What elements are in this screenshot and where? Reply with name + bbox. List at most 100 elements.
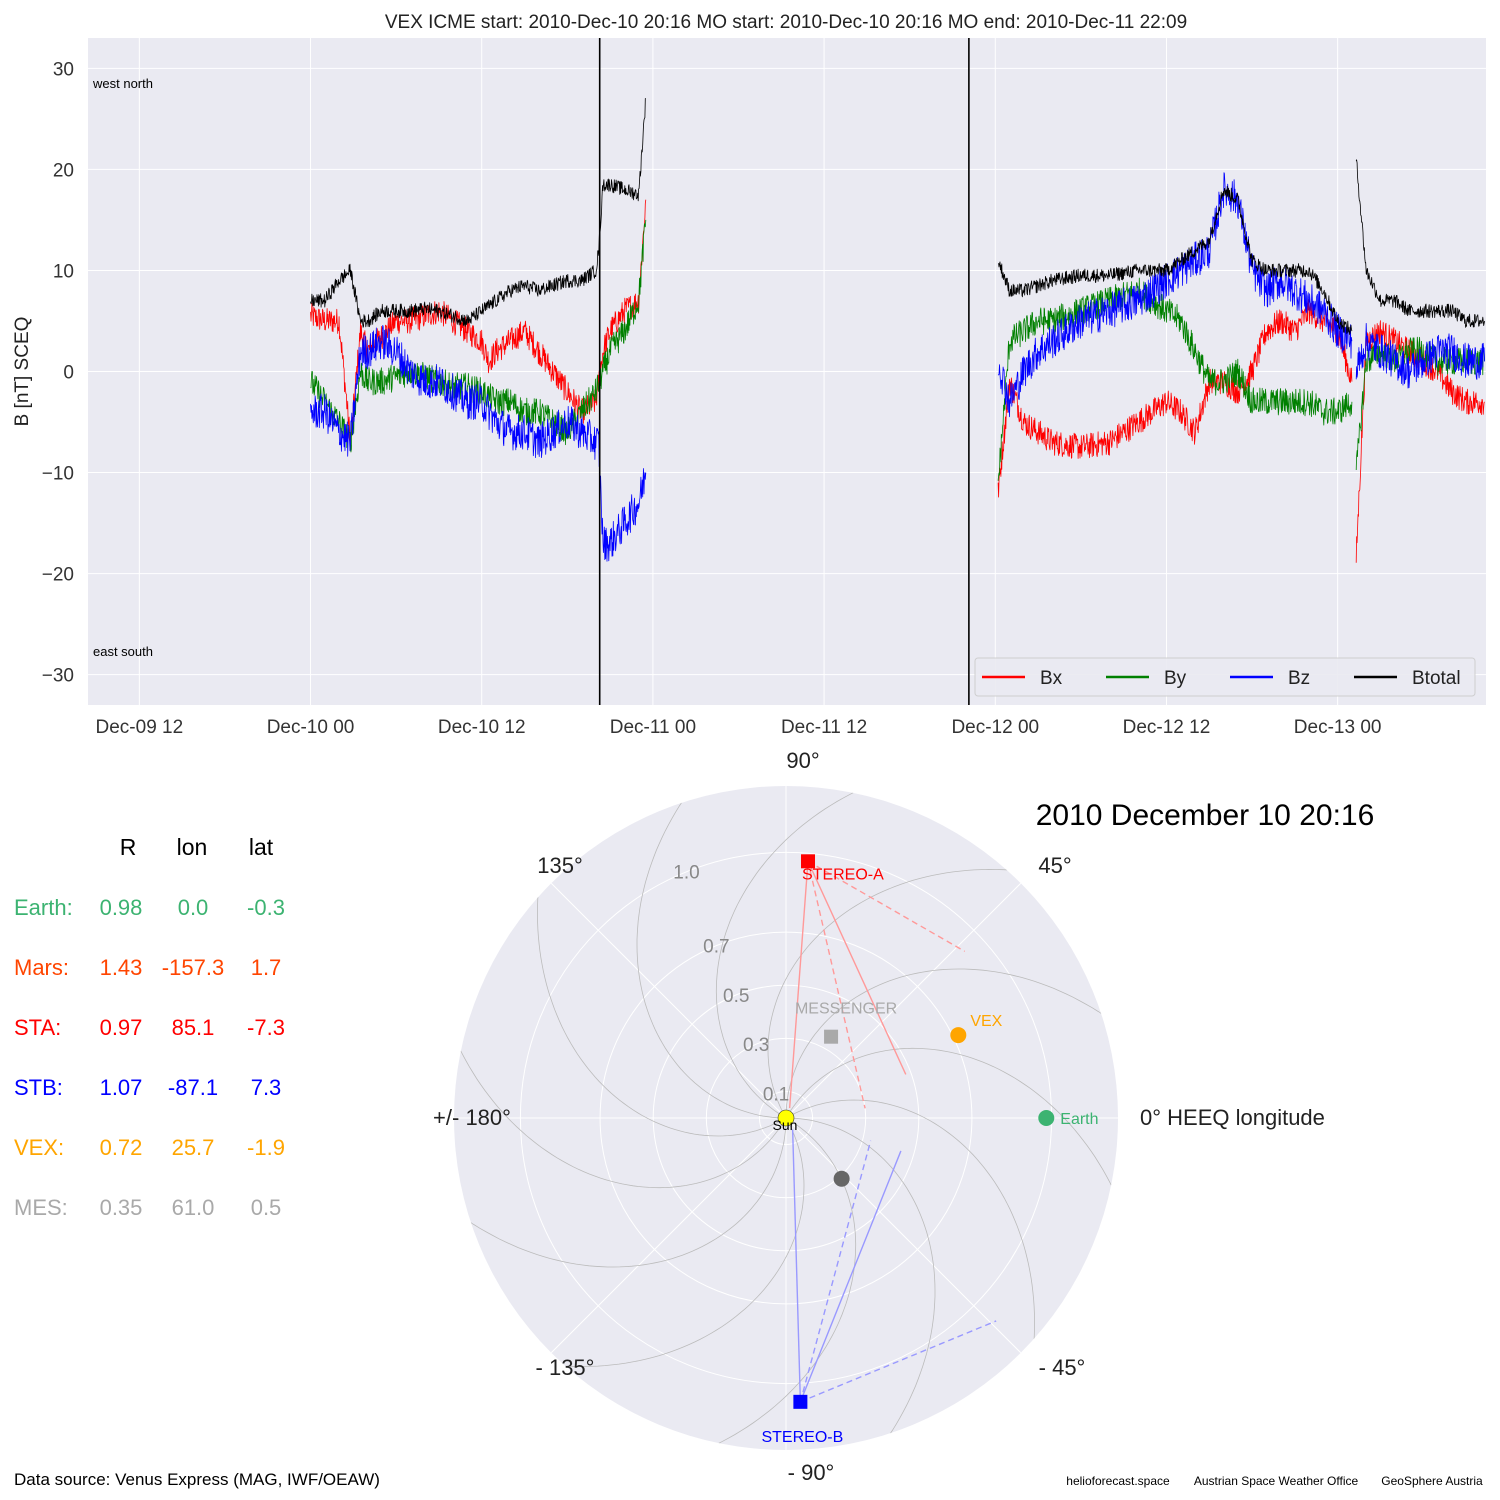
table-header-lon: lon xyxy=(177,834,208,860)
x-tick-label: Dec-10 12 xyxy=(438,717,526,738)
x-tick-label: Dec-09 12 xyxy=(96,717,184,738)
stereo-a-marker xyxy=(801,854,816,869)
polar-panel: 0.1 0.3 0.5 0.7 1.0 0° HEEQ longitude 45° 90° 13… xyxy=(433,748,1374,1485)
series-group xyxy=(310,98,1485,563)
data-source-label: Data source: Venus Express (MAG, IWF/OEA… xyxy=(14,1470,380,1489)
fov-line-stereo-a xyxy=(807,861,907,1075)
y-tick-label: 30 xyxy=(53,59,74,80)
table-cell-r: 1.07 xyxy=(100,1075,143,1100)
y-tick-label: −10 xyxy=(42,464,74,485)
series-line-bz xyxy=(310,172,1485,562)
time-series-panel: −30 −20 −10 0 10 20 30 Dec-09 12 Dec-10 00 Dec-10… xyxy=(12,12,1486,738)
angular-gridline xyxy=(785,1117,1022,1354)
table-row-label: VEX: xyxy=(14,1135,64,1160)
angular-gridline xyxy=(550,1117,787,1354)
theta-tick-label: - 135° xyxy=(536,1355,595,1380)
table-cell-lat: 0.5 xyxy=(251,1195,282,1220)
table-cell-lon: 61.0 xyxy=(172,1195,215,1220)
table-cell-r: 0.98 xyxy=(100,895,143,920)
table-cell-lat: -0.3 xyxy=(247,895,285,920)
y-tick-label: 10 xyxy=(53,261,74,282)
fov-line-stereo-a xyxy=(807,861,866,1109)
table-cell-lat: 7.3 xyxy=(251,1075,282,1100)
messenger-label: MESSENGER xyxy=(795,1001,897,1018)
table-cell-lon: 0.0 xyxy=(178,895,209,920)
legend-label-by: By xyxy=(1164,668,1187,689)
corner-label-west-north: west north xyxy=(92,76,153,91)
table-row-label: MES: xyxy=(14,1195,68,1220)
series-line-by xyxy=(310,219,1485,481)
corner-label-east-south: east south xyxy=(93,644,153,659)
legend-label-bz: Bz xyxy=(1288,668,1310,689)
table-cell-lon: -87.1 xyxy=(168,1075,218,1100)
theta-tick-label: 45° xyxy=(1038,853,1071,878)
spiral-field-line xyxy=(536,832,787,1137)
table-cell-r: 0.72 xyxy=(100,1135,143,1160)
table-row-label: Earth: xyxy=(14,895,73,920)
legend-label-btotal: Btotal xyxy=(1412,668,1461,689)
fov-line-stereo-b xyxy=(799,1150,902,1403)
stereo-a-label: STEREO-A xyxy=(802,866,884,883)
x-tick-label: Dec-12 12 xyxy=(1123,717,1211,738)
fov-line-stereo-b xyxy=(800,1320,997,1403)
vex-label: VEX xyxy=(970,1013,1002,1030)
table-row-label: Mars: xyxy=(14,955,69,980)
r-tick-label: 0.1 xyxy=(763,1084,789,1105)
legend-box xyxy=(974,657,1476,697)
spiral-field-line xyxy=(500,1117,805,1368)
x-tick-label: Dec-11 12 xyxy=(781,717,867,738)
parker-spirals xyxy=(454,786,1118,1450)
spiral-field-line xyxy=(767,868,1072,1119)
table-header-r: R xyxy=(120,834,137,860)
credit-label: helioforecast.space xyxy=(1066,1474,1170,1488)
legend-label-bx: Bx xyxy=(1040,668,1063,689)
y-axis-label: B [nT] SCEQ xyxy=(12,317,33,427)
spiral-field-line xyxy=(454,1117,787,1268)
sun-label: Sun xyxy=(773,1117,798,1133)
series-line-bx xyxy=(310,199,1485,563)
table-cell-lon: 25.7 xyxy=(172,1135,215,1160)
spiral-field-line xyxy=(657,1117,857,1450)
series-line-btotal xyxy=(310,98,1485,335)
table-cell-r: 1.43 xyxy=(100,955,143,980)
angular-gridline xyxy=(785,882,1022,1119)
r-tick-label: 0.3 xyxy=(743,1035,769,1056)
spiral-field-line xyxy=(785,1117,936,1450)
earth-marker xyxy=(1038,1110,1055,1126)
credit-label: Austrian Space Weather Office xyxy=(1194,1474,1359,1488)
table-cell-lat: -7.3 xyxy=(247,1015,285,1040)
y-tick-label: −30 xyxy=(42,666,74,687)
vex-marker xyxy=(950,1027,967,1044)
table-row-label: STB: xyxy=(14,1075,63,1100)
earth-label: Earth xyxy=(1060,1111,1098,1128)
theta-tick-label: 135° xyxy=(537,853,583,878)
table-cell-lon: -157.3 xyxy=(162,955,224,980)
theta-tick-label: 90° xyxy=(786,748,819,773)
x-tick-label: Dec-13 00 xyxy=(1294,717,1382,738)
spiral-field-line xyxy=(715,786,915,1119)
table-cell-r: 0.35 xyxy=(100,1195,143,1220)
angular-gridline xyxy=(550,882,787,1119)
x-tick-label: Dec-12 00 xyxy=(951,717,1039,738)
theta-tick-label: - 45° xyxy=(1039,1355,1086,1380)
y-tick-label: 0 xyxy=(63,363,74,384)
table-row-label: STA: xyxy=(14,1015,61,1040)
table-cell-lat: 1.7 xyxy=(251,955,282,980)
sun-marker xyxy=(777,1109,795,1127)
r-tick-label: 0.7 xyxy=(703,937,729,958)
credit-label: GeoSphere Austria xyxy=(1381,1474,1483,1488)
stereo-b-label: STEREO-B xyxy=(761,1429,843,1446)
table-cell-lat: -1.9 xyxy=(247,1135,285,1160)
y-tick-label: 20 xyxy=(53,160,74,181)
chart-title: VEX ICME start: 2010-Dec-10 20:16 MO sta… xyxy=(385,12,1187,33)
r-tick-label: 1.0 xyxy=(673,863,699,884)
theta-tick-label: 0° HEEQ longitude xyxy=(1140,1105,1325,1130)
table-cell-r: 0.97 xyxy=(100,1015,143,1040)
spiral-field-line xyxy=(785,1099,1036,1404)
x-tick-label: Dec-10 00 xyxy=(267,717,355,738)
footer: Data source: Venus Express (MAG, IWF/OEA… xyxy=(14,1470,1483,1489)
fov-line-stereo-a xyxy=(788,861,809,1109)
fov-line-stereo-b xyxy=(791,1129,802,1402)
